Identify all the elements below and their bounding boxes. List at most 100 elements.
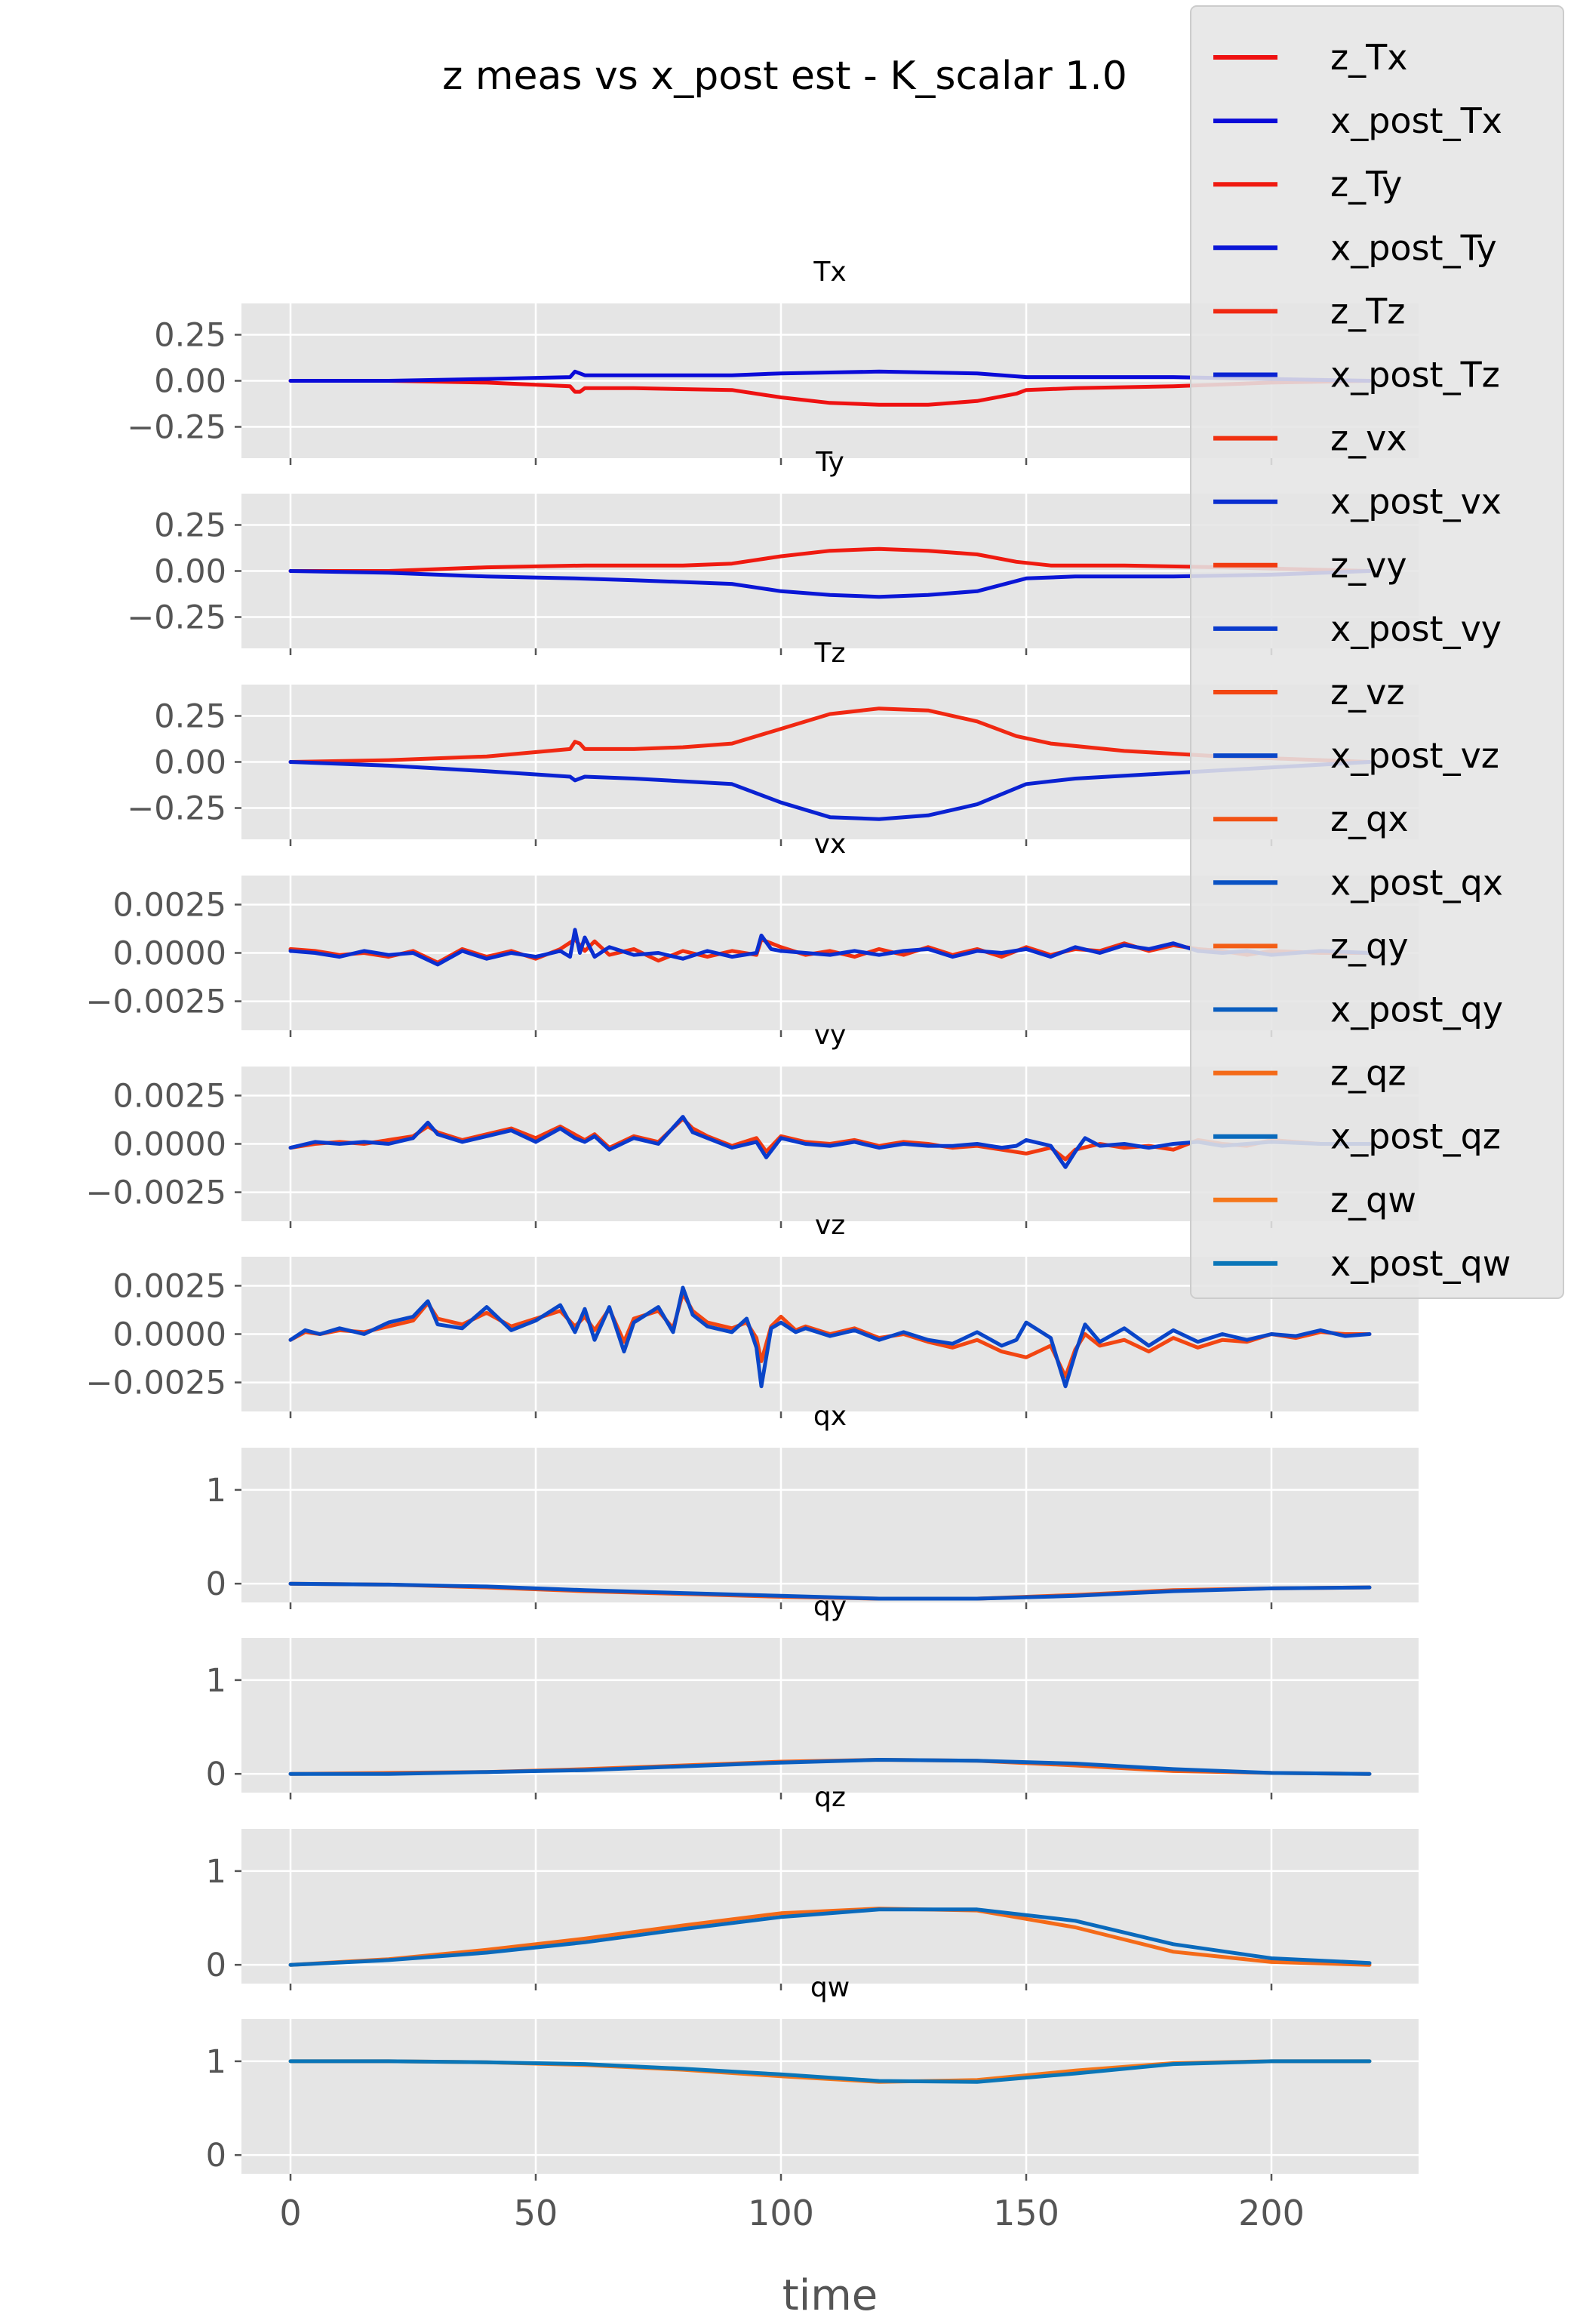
- legend-label: z_Tz: [1330, 291, 1405, 331]
- y-tick-label: −0.0025: [86, 983, 227, 1021]
- subplot-title: qw: [810, 1972, 850, 2003]
- legend-label: x_post_vz: [1330, 735, 1499, 776]
- legend-entry-x_post_qw: x_post_qw: [1213, 1243, 1511, 1284]
- series-line-z_Ty: [288, 546, 1372, 573]
- series-line-x_post_Ty: [288, 569, 1372, 599]
- series-line-x_post_Tz: [288, 760, 1372, 821]
- legend-label: z_vz: [1330, 672, 1405, 713]
- legend-label: x_post_vx: [1330, 482, 1502, 522]
- chart-title: z meas vs x_post est - K_scalar 1.0: [442, 54, 1127, 99]
- legend-entry-x_post_vz: x_post_vz: [1213, 735, 1499, 776]
- series-line-x_post_vy: [288, 1115, 1372, 1169]
- legend-label: z_vx: [1330, 418, 1407, 459]
- y-tick-label: 1: [206, 1853, 226, 1891]
- y-tick-label: 0.0000: [113, 1316, 226, 1354]
- y-tick-label: −0.25: [127, 409, 226, 447]
- legend-entry-z_qy: z_qy: [1213, 925, 1409, 966]
- y-tick-label: 0: [206, 1756, 226, 1793]
- series-line-x_post_qw: [288, 2059, 1372, 2084]
- series-line-z_Tx: [288, 379, 1372, 407]
- subplot-qy: 1 0 qy: [206, 1591, 1419, 1799]
- series-line-z_Tz: [288, 706, 1372, 764]
- y-tick-label: 0.25: [154, 316, 226, 354]
- subplot-title: qy: [813, 1591, 847, 1622]
- legend-entry-x_post_Tz: x_post_Tz: [1213, 355, 1500, 396]
- subplot-title: qx: [813, 1401, 847, 1432]
- legend-label: x_post_qz: [1330, 1116, 1501, 1157]
- series-line-x_post_qx: [288, 1581, 1372, 1601]
- y-tick-label: 0: [206, 1947, 226, 1984]
- y-tick-label: 0.25: [154, 506, 226, 544]
- subplot-title: vx: [814, 829, 847, 860]
- legend-entry-x_post_vx: x_post_vx: [1213, 482, 1502, 522]
- x-axis: 0 50 100 150 200: [279, 2193, 1305, 2233]
- y-tick-label: −0.0025: [86, 1174, 227, 1212]
- y-tick-label: 1: [206, 1662, 226, 1700]
- y-tick-label: 0.0025: [113, 886, 226, 924]
- legend-entry-x_post_Ty: x_post_Ty: [1213, 227, 1497, 268]
- y-tick-label: 0.00: [154, 744, 226, 782]
- y-tick-label: 0.0025: [113, 1267, 226, 1305]
- y-tick-label: 1: [206, 2043, 226, 2081]
- y-tick-label: 1: [206, 1472, 226, 1510]
- series-line-z_qz: [288, 1907, 1372, 1967]
- legend-label: x_post_Ty: [1330, 227, 1497, 268]
- legend-entry-x_post_qx: x_post_qx: [1213, 862, 1503, 903]
- legend-label: z_qx: [1330, 799, 1409, 839]
- y-tick-label: 0.25: [154, 697, 226, 735]
- legend-label: z_qz: [1330, 1053, 1407, 1094]
- subplot-qz: 1 0 qz: [206, 1782, 1419, 1990]
- legend-entry-z_vx: z_vx: [1213, 418, 1407, 459]
- subplot-title: Ty: [815, 447, 844, 478]
- x-tick-label: 150: [993, 2193, 1059, 2233]
- y-tick-label: −0.0025: [86, 1365, 227, 1402]
- subplot-title: Tx: [813, 257, 846, 288]
- legend-entry-x_post_qz: x_post_qz: [1213, 1116, 1501, 1157]
- legend-label: z_qw: [1330, 1180, 1416, 1220]
- subplot-background: [241, 1638, 1419, 1793]
- legend-entry-z_Tx: z_Tx: [1213, 37, 1407, 78]
- legend-entry-z_Tz: z_Tz: [1213, 291, 1405, 331]
- x-axis-label: time: [782, 2271, 878, 2320]
- series-line-x_post_vz: [288, 1285, 1372, 1389]
- y-tick-label: 0: [206, 1565, 226, 1603]
- legend-label: x_post_vy: [1330, 608, 1502, 649]
- legend-label: x_post_qw: [1330, 1243, 1511, 1284]
- legend-entry-z_qw: z_qw: [1213, 1180, 1416, 1220]
- series-line-x_post_vx: [288, 928, 1372, 967]
- y-tick-label: −0.25: [127, 599, 226, 637]
- y-tick-label: −0.25: [127, 790, 226, 828]
- legend-label: z_Ty: [1330, 164, 1402, 205]
- x-tick-label: 50: [514, 2193, 558, 2233]
- legend-label: x_post_qy: [1330, 990, 1503, 1030]
- legend-label: x_post_Tx: [1330, 100, 1502, 141]
- legend-entry-x_post_qy: x_post_qy: [1213, 990, 1503, 1030]
- legend-entry-x_post_vy: x_post_vy: [1213, 608, 1502, 649]
- legend-label: z_vy: [1330, 545, 1407, 586]
- subplot-title: vy: [814, 1020, 847, 1051]
- subplot-background: [241, 2019, 1419, 2174]
- legend: z_Tx x_post_Tx z_Ty x_post_Ty z_Tz x_post_Tzz…: [1190, 5, 1564, 1299]
- legend-entry-z_qz: z_qz: [1213, 1053, 1407, 1094]
- legend-label: z_qy: [1330, 925, 1409, 966]
- subplot-title: Tz: [814, 638, 846, 669]
- y-tick-label: 0.0000: [113, 1126, 226, 1164]
- y-tick-label: 0.0025: [113, 1077, 226, 1115]
- x-tick-label: 100: [748, 2193, 814, 2233]
- y-tick-label: 0.00: [154, 363, 226, 401]
- legend-entry-x_post_Tx: x_post_Tx: [1213, 100, 1502, 141]
- legend-label: z_Tx: [1330, 37, 1407, 78]
- legend-label: x_post_qx: [1330, 862, 1503, 903]
- subplot-qw: 1 0 qw: [206, 1972, 1419, 2181]
- legend-box: [1190, 5, 1564, 1299]
- subplot-qx: 1 0 qx: [206, 1401, 1419, 1609]
- subplot-title: vz: [815, 1210, 845, 1241]
- series-line-x_post_qy: [288, 1758, 1372, 1776]
- legend-entry-z_qx: z_qx: [1213, 799, 1409, 839]
- series-line-x_post_qz: [288, 1907, 1372, 1967]
- x-tick-label: 200: [1238, 2193, 1305, 2233]
- legend-entry-z_Ty: z_Ty: [1213, 164, 1402, 205]
- y-tick-label: 0: [206, 2137, 226, 2175]
- x-tick-label: 0: [279, 2193, 301, 2233]
